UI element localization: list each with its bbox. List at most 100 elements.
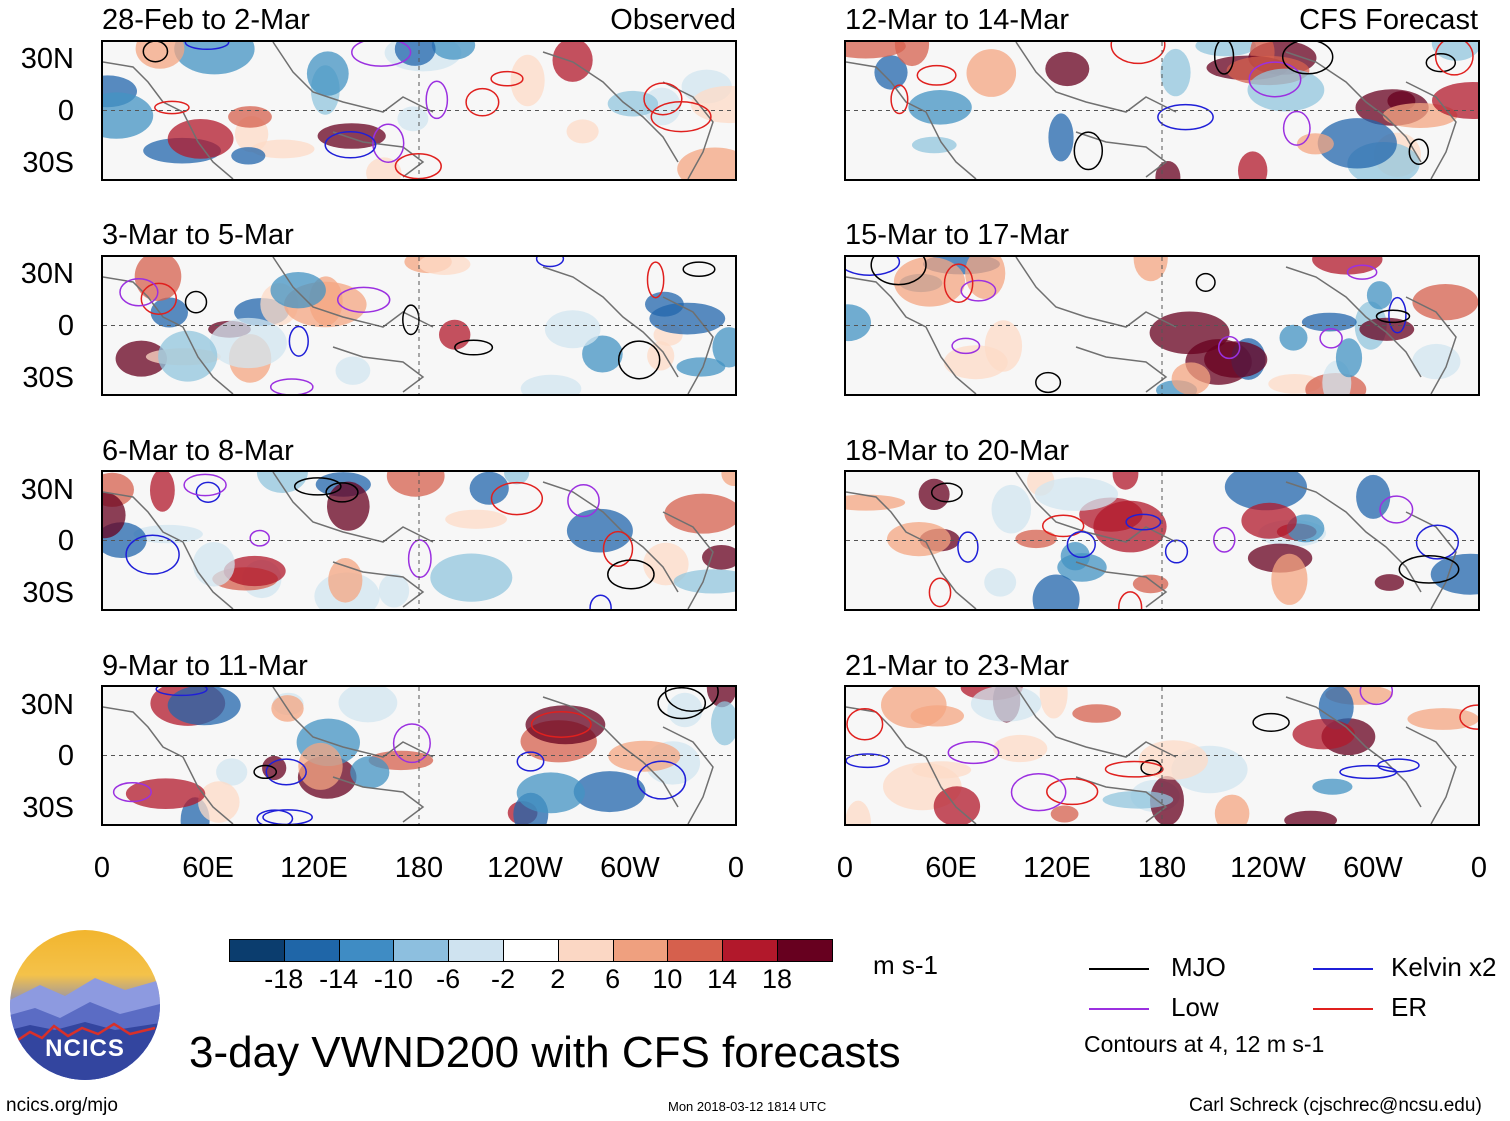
wind-anomaly-blob — [607, 90, 659, 117]
wave-contour — [288, 325, 309, 357]
colorbar-swatch — [667, 939, 724, 962]
wind-anomaly-blob — [167, 687, 241, 726]
coastline — [103, 61, 234, 179]
wind-anomaly-blob — [1195, 42, 1256, 57]
wave-contour — [262, 809, 313, 824]
wind-anomaly-blob — [984, 568, 1017, 597]
lat-label-0: 0 — [57, 95, 74, 127]
wind-anomaly-blob — [158, 330, 218, 382]
wave-contour — [154, 100, 190, 115]
wind-anomaly-blob — [1356, 474, 1391, 519]
wind-anomaly-blob — [103, 92, 154, 139]
wave-contour — [1398, 555, 1460, 584]
colorbar-swatch — [503, 939, 559, 962]
map-panel — [101, 255, 737, 396]
wind-anomaly-blob — [1247, 68, 1325, 112]
legend-label-kelvin: Kelvin x2 — [1391, 952, 1497, 982]
coastline — [103, 491, 234, 609]
colorbar-swatch — [722, 939, 778, 962]
wind-anomaly-blob — [306, 51, 349, 96]
wind-anomaly-blob — [1412, 343, 1461, 380]
wave-contour — [1195, 272, 1216, 292]
wind-anomaly-blob — [228, 106, 272, 128]
wave-contour — [607, 559, 655, 590]
coastline — [542, 51, 679, 163]
wave-contour — [930, 482, 963, 503]
map-panel — [101, 470, 737, 611]
wind-anomaly-blob — [469, 472, 509, 505]
wind-anomaly-blob — [702, 545, 735, 570]
wind-anomaly-blob — [677, 147, 735, 179]
wind-anomaly-blob — [510, 54, 545, 107]
wind-anomaly-blob — [608, 740, 681, 772]
wind-anomaly-blob — [1214, 794, 1250, 824]
panel-title-fcst-2: 15-Mar to 17-Mar — [845, 219, 1070, 251]
wind-anomaly-blob — [366, 157, 402, 179]
wave-contour — [1104, 760, 1164, 778]
wind-anomaly-blob — [970, 687, 1042, 722]
wind-anomaly-blob — [544, 310, 601, 349]
lat-label-30n: 30N — [20, 689, 74, 721]
map-panel — [101, 40, 737, 181]
panel-title-fcst-4: 21-Mar to 23-Mar — [845, 650, 1070, 682]
wind-anomaly-blob — [298, 742, 343, 790]
wind-anomaly-blob — [1366, 281, 1393, 310]
wind-anomaly-blob — [1112, 472, 1139, 490]
wave-contour — [1425, 53, 1457, 73]
map-panel — [844, 470, 1480, 611]
wave-contour — [490, 70, 524, 87]
wind-anomaly-blob — [520, 374, 582, 394]
wave-contour — [1281, 42, 1334, 75]
map-panel — [844, 40, 1480, 181]
coastline — [1015, 687, 1177, 758]
wind-anomaly-blob — [676, 357, 726, 377]
wave-contour — [643, 82, 683, 116]
wave-contour — [1252, 712, 1290, 732]
lon-label: 180 — [394, 852, 444, 884]
wave-contour — [402, 304, 420, 336]
wind-anomaly-blob — [397, 106, 429, 132]
wind-anomaly-blob — [846, 42, 906, 59]
coastline — [272, 472, 434, 543]
wind-anomaly-blob — [209, 317, 287, 369]
wind-anomaly-blob — [386, 472, 445, 497]
wave-contour — [1282, 110, 1311, 146]
wave-contour — [454, 339, 494, 356]
wind-anomaly-blob — [991, 484, 1032, 534]
wave-contour — [1217, 335, 1241, 360]
wave-contour — [325, 482, 359, 503]
wind-anomaly-blob — [1050, 805, 1079, 823]
wave-contour — [407, 539, 432, 579]
wave-contour — [846, 707, 884, 741]
wave-contour — [646, 261, 665, 299]
wind-anomaly-blob — [251, 139, 315, 159]
wind-anomaly-blob — [566, 508, 633, 553]
wind-anomaly-blob — [582, 335, 623, 373]
wind-anomaly-blob — [378, 573, 410, 608]
coastline — [332, 776, 425, 823]
wind-anomaly-blob — [193, 542, 235, 587]
wind-anomaly-blob — [167, 119, 234, 159]
wind-anomaly-blob — [1039, 687, 1068, 719]
wave-contour — [1319, 327, 1343, 349]
wave-contour — [530, 711, 592, 738]
wave-contour — [119, 277, 159, 307]
coastline — [272, 42, 434, 113]
wind-anomaly-blob — [174, 42, 255, 75]
wind-anomaly-blob — [418, 257, 471, 275]
wind-anomaly-blob — [1279, 324, 1308, 351]
wind-anomaly-blob — [573, 771, 646, 813]
wave-contour — [1375, 309, 1411, 324]
wind-anomaly-blob — [430, 553, 513, 602]
colorbar-tick-label: 6 — [605, 964, 621, 994]
wave-contour — [269, 378, 314, 394]
wave-contour — [1110, 42, 1166, 65]
coastline — [272, 257, 434, 328]
wave-contour — [602, 530, 634, 567]
source-url[interactable]: ncics.org/mjo — [6, 1095, 118, 1116]
wave-contour — [392, 723, 431, 764]
wind-anomaly-blob — [1271, 553, 1308, 605]
wind-anomaly-blob — [1045, 51, 1090, 87]
wind-anomaly-blob — [1149, 311, 1230, 355]
wind-anomaly-blob — [1155, 161, 1181, 179]
